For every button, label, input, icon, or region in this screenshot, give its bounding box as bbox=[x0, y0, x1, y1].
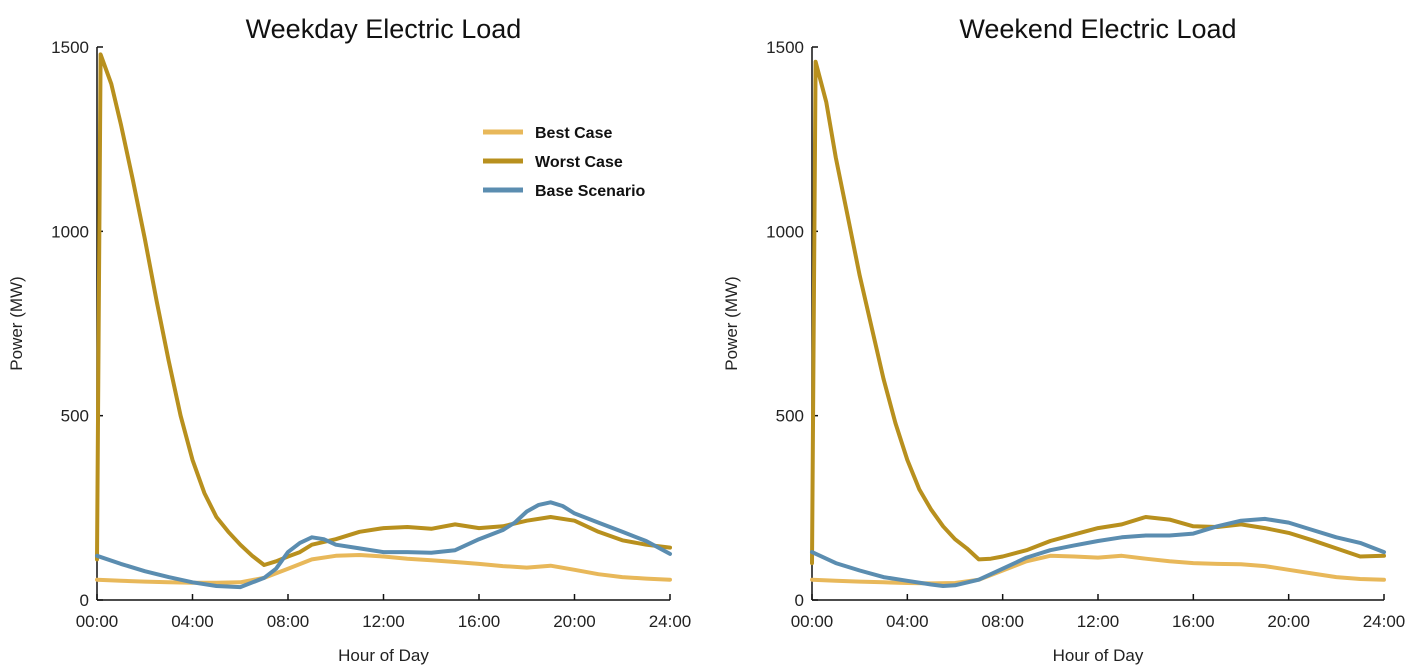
y-tick-label: 1500 bbox=[51, 38, 89, 57]
chart-title: Weekday Electric Load bbox=[246, 14, 522, 44]
axes: 0 500 1000 1500 00:00 04:00 08:00 12:00 16:00 20:… bbox=[51, 38, 691, 631]
x-tick-label: 20:00 bbox=[1267, 612, 1310, 631]
y-tick-label: 1000 bbox=[51, 222, 89, 241]
y-tick-label: 0 bbox=[795, 591, 804, 610]
y-tick-label: 1500 bbox=[766, 38, 804, 57]
x-tick-label: 20:00 bbox=[553, 612, 596, 631]
legend: Best Case Worst Case Base Scenario bbox=[483, 125, 646, 200]
series-group bbox=[95, 52, 672, 590]
x-tick-label: 12:00 bbox=[1077, 612, 1120, 631]
x-tick-label: 16:00 bbox=[458, 612, 501, 631]
y-tick-label: 1000 bbox=[766, 222, 804, 241]
series-line-base-scenario bbox=[95, 500, 672, 590]
x-tick-label: 24:00 bbox=[1363, 612, 1406, 631]
series-line-worst-case bbox=[810, 59, 1386, 566]
x-axis-label: Hour of Day bbox=[1053, 646, 1144, 665]
series-group bbox=[810, 59, 1386, 588]
weekend-chart: Weekend Electric Load Hour of Day Power … bbox=[722, 14, 1405, 665]
y-axis-label: Power (MW) bbox=[7, 276, 26, 370]
x-tick-label: 00:00 bbox=[791, 612, 834, 631]
x-axis-label: Hour of Day bbox=[338, 646, 429, 665]
x-tick-label: 08:00 bbox=[267, 612, 310, 631]
y-axis-label: Power (MW) bbox=[722, 276, 741, 370]
x-tick-label: 08:00 bbox=[981, 612, 1024, 631]
x-tick-label: 24:00 bbox=[649, 612, 692, 631]
legend-entry: Base Scenario bbox=[535, 183, 646, 200]
x-tick-label: 04:00 bbox=[171, 612, 214, 631]
series-line-worst-case bbox=[95, 52, 672, 567]
y-tick-label: 500 bbox=[61, 407, 89, 426]
series-line-best-case bbox=[810, 553, 1386, 586]
x-tick-label: 16:00 bbox=[1172, 612, 1215, 631]
legend-entry: Worst Case bbox=[535, 154, 623, 171]
series-line-base-scenario bbox=[810, 516, 1386, 588]
legend-entry: Best Case bbox=[535, 125, 612, 142]
chart-title: Weekend Electric Load bbox=[959, 14, 1236, 44]
weekday-chart: Weekday Electric Load Hour of Day Power … bbox=[7, 14, 691, 665]
y-tick-label: 500 bbox=[776, 407, 804, 426]
y-tick-label: 0 bbox=[80, 591, 89, 610]
x-tick-label: 04:00 bbox=[886, 612, 929, 631]
x-tick-label: 00:00 bbox=[76, 612, 119, 631]
x-tick-label: 12:00 bbox=[362, 612, 405, 631]
